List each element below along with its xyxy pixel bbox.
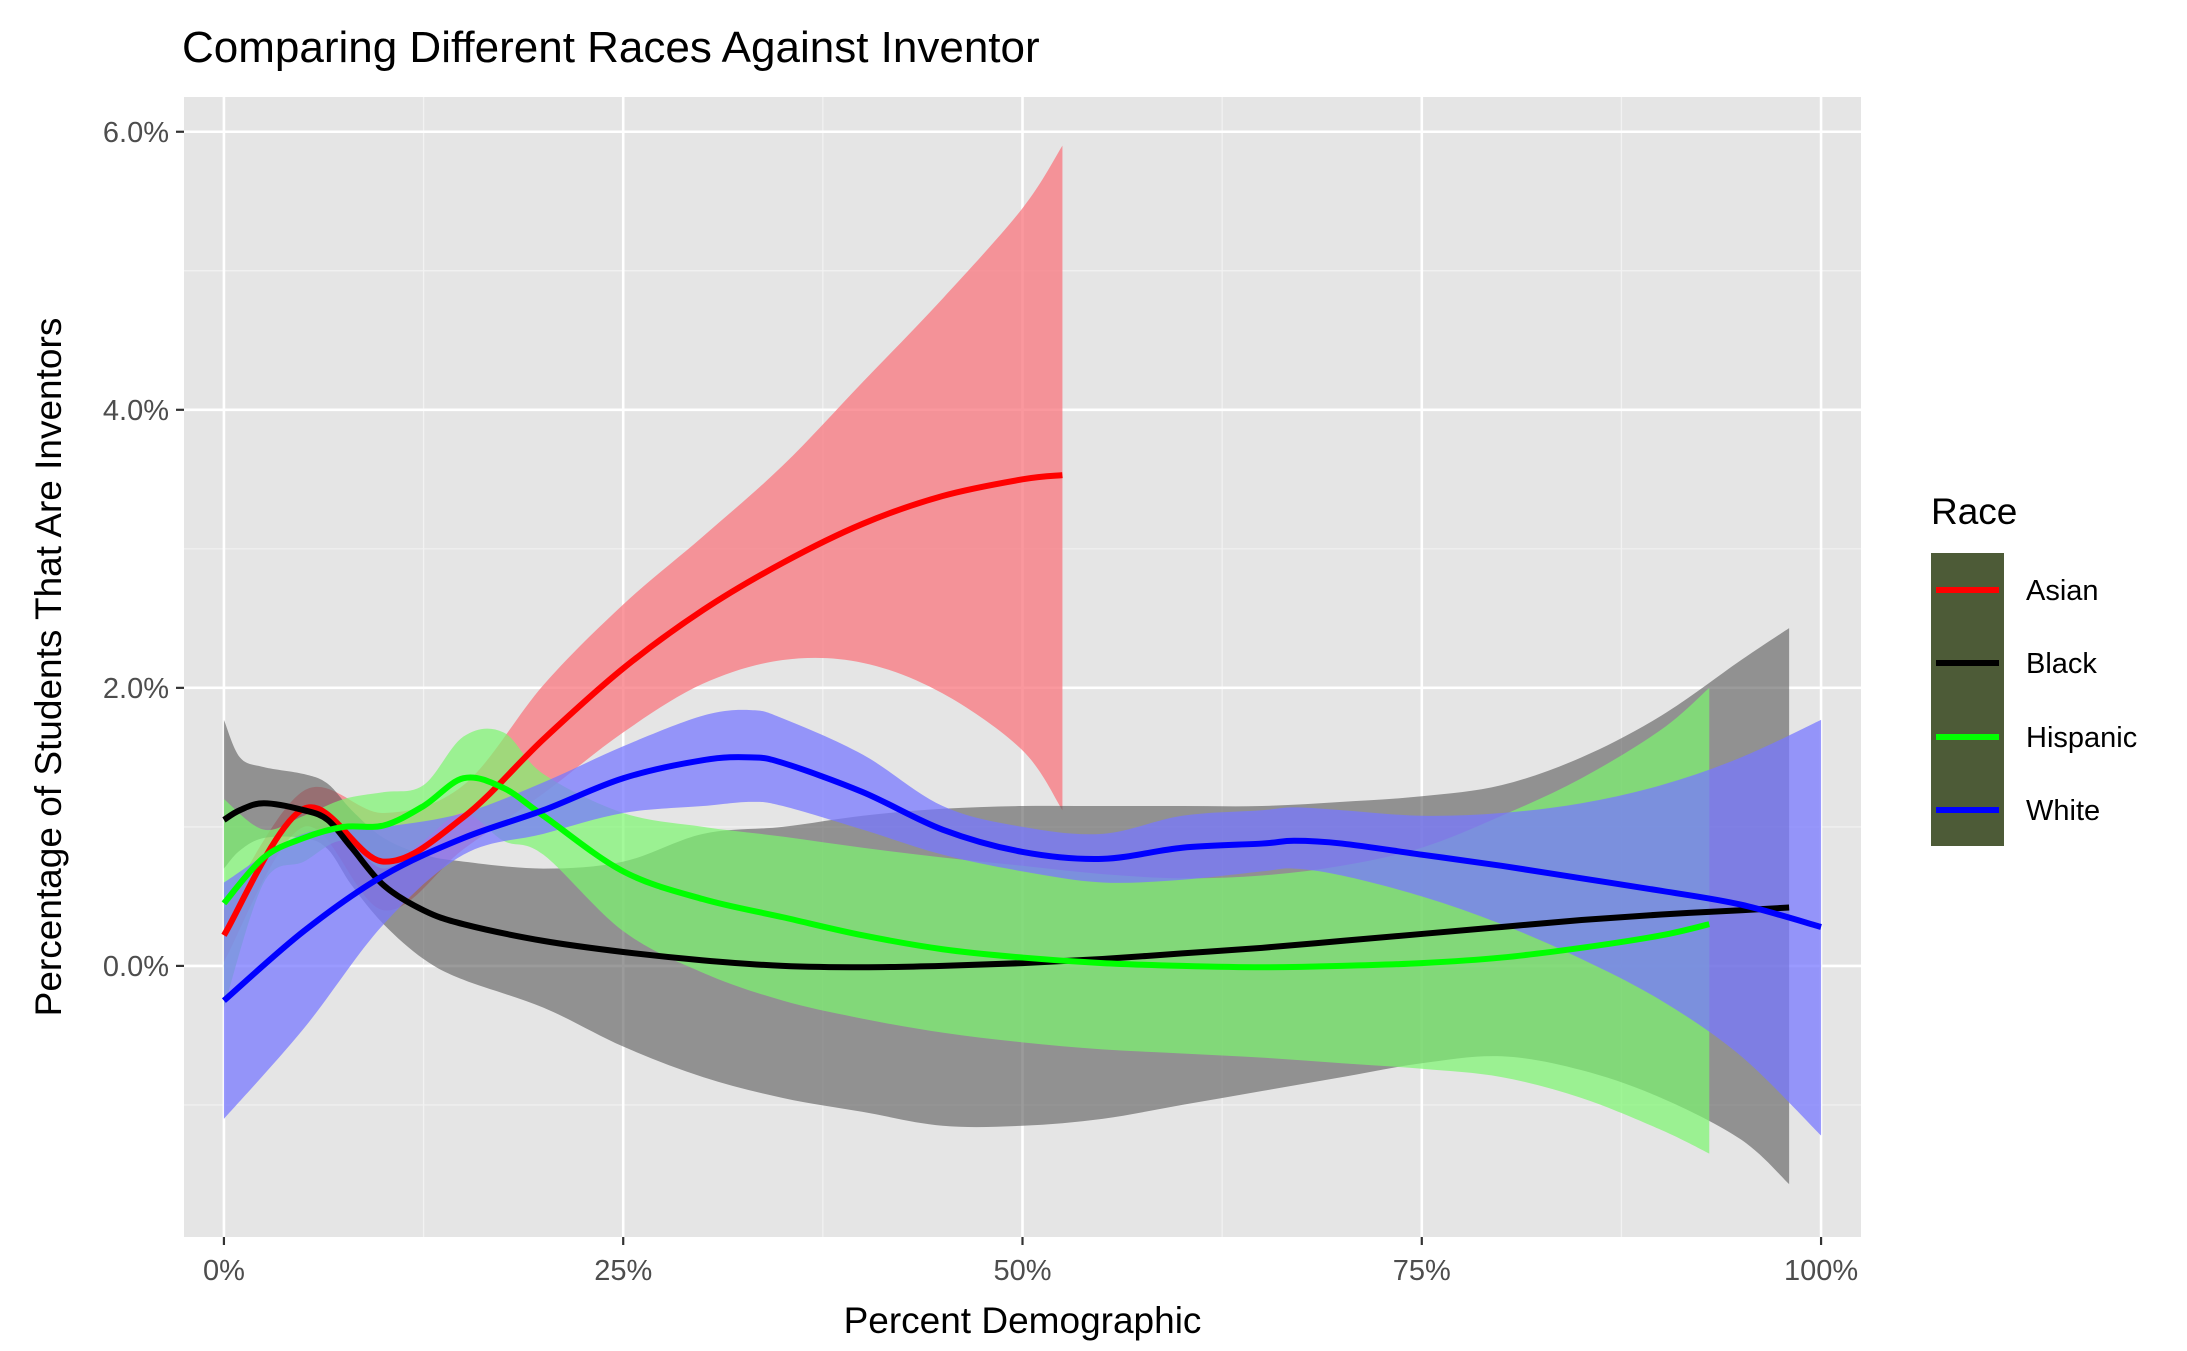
- y-tick-label: 4.0%: [103, 395, 169, 427]
- line-white: [221, 754, 1822, 1003]
- y-tick-label: 2.0%: [103, 673, 169, 705]
- line-hispanic: [221, 774, 1710, 971]
- y-tick-label: 6.0%: [103, 117, 169, 149]
- legend: Race Asian Black Hispanic White: [1931, 491, 2137, 846]
- x-tick-label: 50%: [993, 1255, 1051, 1287]
- x-axis: 0% 25% 50% 75% 100%: [203, 1237, 1858, 1287]
- series-lines: [221, 472, 1822, 1003]
- legend-label-asian: Asian: [2026, 575, 2099, 607]
- confidence-ribbons: [223, 145, 1822, 1185]
- x-axis-title: Percent Demographic: [844, 1300, 1202, 1341]
- legend-label-white: White: [2026, 795, 2100, 827]
- chart-title: Comparing Different Races Against Invent…: [182, 23, 1040, 72]
- legend-label-black: Black: [2026, 648, 2097, 680]
- x-tick-label: 0%: [203, 1255, 245, 1287]
- x-tick-label: 100%: [1784, 1255, 1858, 1287]
- ribbon-asian: [223, 145, 1063, 962]
- x-tick-label: 75%: [1393, 1255, 1451, 1287]
- x-tick-label: 25%: [594, 1255, 652, 1287]
- y-axis: 0.0% 2.0% 4.0% 6.0%: [103, 117, 184, 983]
- line-asian: [221, 472, 1063, 937]
- legend-label-hispanic: Hispanic: [2026, 722, 2137, 754]
- y-tick-label: 0.0%: [103, 951, 169, 983]
- y-axis-title: Percentage of Students That Are Inventor…: [28, 318, 69, 1017]
- legend-title: Race: [1931, 491, 2017, 532]
- ribbon-white: [223, 709, 1822, 1136]
- legend-key-background: [1931, 553, 2004, 846]
